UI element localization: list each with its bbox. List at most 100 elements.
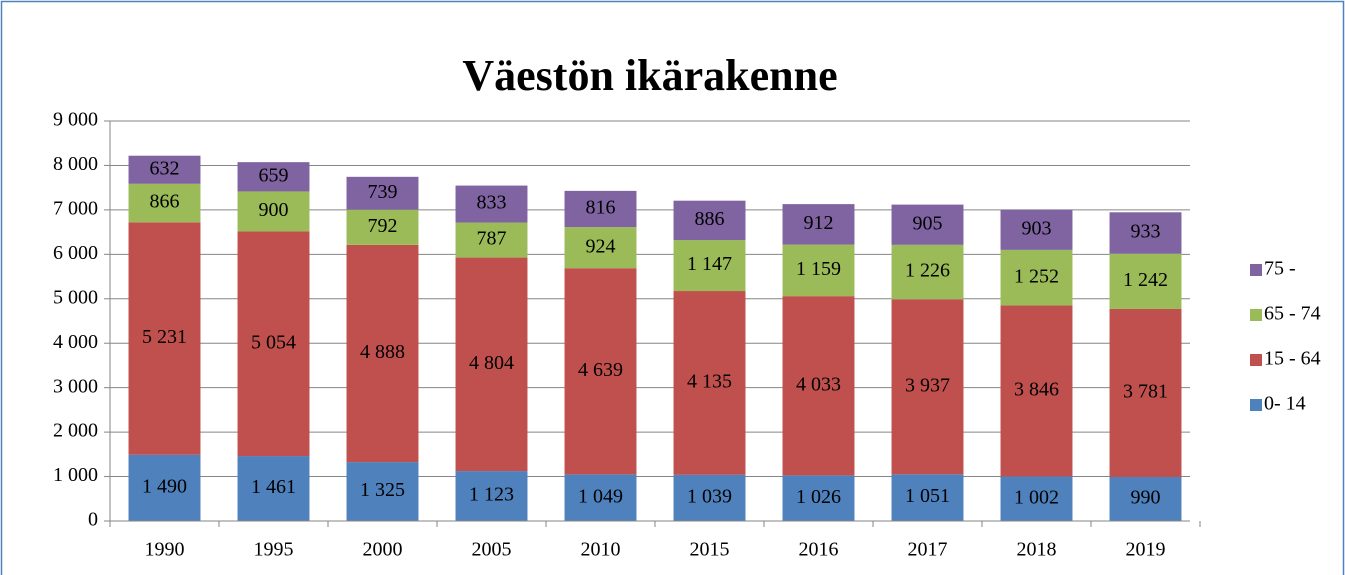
bar-segment <box>346 209 419 245</box>
bar-segment <box>346 244 419 463</box>
data-label: 933 <box>1131 221 1161 243</box>
legend-label: 15 - 64 <box>1264 348 1321 370</box>
bar-segment <box>1109 253 1182 309</box>
data-label: 3 937 <box>905 374 950 396</box>
data-label: 886 <box>695 208 725 230</box>
legend-swatch <box>1250 399 1262 411</box>
bar-segment <box>673 200 746 241</box>
data-label: 1 026 <box>796 486 841 508</box>
bar-segment <box>782 204 855 245</box>
x-tick-label: 1990 <box>145 539 185 561</box>
bar-segment <box>1109 308 1182 477</box>
data-label: 1 226 <box>905 260 950 282</box>
bar-segment <box>1000 476 1073 521</box>
data-label: 1 147 <box>687 253 732 275</box>
y-tick-label: 9 000 <box>53 109 98 131</box>
bar-segment <box>237 162 310 192</box>
bar-segment <box>346 462 419 521</box>
bar-segment <box>455 185 528 223</box>
legend-label: 75 - <box>1264 258 1296 280</box>
x-tick-label: 2016 <box>799 539 839 561</box>
data-label: 787 <box>477 228 507 250</box>
legend-swatch <box>1250 309 1262 321</box>
bar-segment <box>1109 212 1182 254</box>
legend-swatch <box>1250 354 1262 366</box>
y-tick-label: 6 000 <box>53 242 98 264</box>
bar-segment <box>455 471 528 521</box>
x-tick-label: 1995 <box>254 539 294 561</box>
data-label: 739 <box>368 181 398 203</box>
x-tick-label: 2018 <box>1017 539 1057 561</box>
data-label: 632 <box>150 157 180 179</box>
x-tick-label: 2015 <box>690 539 730 561</box>
data-label: 1 252 <box>1014 265 1059 287</box>
data-label: 1 002 <box>1014 486 1059 508</box>
x-tick-label: 2017 <box>908 539 948 561</box>
y-tick-label: 7 000 <box>53 197 98 219</box>
bar-segment <box>891 244 964 300</box>
bar-segment <box>673 240 746 292</box>
data-label: 1 325 <box>360 479 405 501</box>
y-tick-label: 5 000 <box>53 286 98 308</box>
bar-segment <box>564 227 637 269</box>
x-tick-label: 2000 <box>363 539 403 561</box>
bar-segment <box>455 257 528 472</box>
bar-segment <box>891 474 964 521</box>
bar-segment <box>128 222 201 455</box>
data-label: 905 <box>913 212 943 234</box>
data-label: 833 <box>477 192 507 214</box>
bar-segment <box>673 291 746 475</box>
data-label: 659 <box>259 164 289 186</box>
chart-title: Väestön ikärakenne <box>462 51 837 100</box>
data-label: 792 <box>368 215 398 237</box>
bar-segment <box>782 296 855 476</box>
x-tick-label: 2005 <box>472 539 512 561</box>
bar-segment <box>782 475 855 521</box>
data-label: 866 <box>150 191 180 213</box>
bar-segment <box>237 191 310 232</box>
data-label: 5 054 <box>251 331 296 353</box>
data-label: 912 <box>804 212 834 234</box>
bar-segment <box>1109 477 1182 521</box>
y-tick-label: 1 000 <box>53 464 98 486</box>
y-tick-label: 2 000 <box>53 420 98 442</box>
bar-segment <box>1000 209 1073 250</box>
data-label: 3 846 <box>1014 379 1059 401</box>
bar-segment <box>237 231 310 457</box>
bar-segment <box>891 204 964 245</box>
data-label: 924 <box>586 235 616 257</box>
data-label: 1 242 <box>1123 269 1168 291</box>
bar-segment <box>782 244 855 297</box>
bar-segment <box>1000 305 1073 477</box>
y-tick-label: 3 000 <box>53 375 98 397</box>
legend-label: 65 - 74 <box>1264 303 1321 325</box>
bar-segment <box>346 176 419 210</box>
data-label: 1 051 <box>905 485 950 507</box>
legend-label: 0- 14 <box>1264 393 1306 415</box>
y-tick-label: 8 000 <box>53 153 98 175</box>
data-label: 4 639 <box>578 359 623 381</box>
bar-segment <box>128 155 201 184</box>
data-label: 1 159 <box>796 258 841 280</box>
bar-segment <box>1000 249 1073 306</box>
data-label: 4 804 <box>469 352 514 374</box>
y-tick-label: 4 000 <box>53 331 98 353</box>
bar-segment <box>128 183 201 223</box>
bar-segment <box>128 454 201 521</box>
data-label: 903 <box>1022 217 1052 239</box>
data-label: 1 039 <box>687 486 732 508</box>
bar-segment <box>564 190 637 228</box>
data-label: 3 781 <box>1123 381 1168 403</box>
data-label: 990 <box>1131 487 1161 509</box>
bar-segment <box>891 299 964 475</box>
bar-segment <box>455 222 528 258</box>
data-label: 1 490 <box>142 475 187 497</box>
data-label: 4 135 <box>687 371 732 393</box>
y-tick-label: 0 <box>88 509 98 531</box>
data-label: 4 033 <box>796 373 841 395</box>
bar-segment <box>237 456 310 521</box>
x-tick-label: 2019 <box>1126 539 1166 561</box>
bar-segment <box>564 268 637 475</box>
data-label: 816 <box>586 197 616 219</box>
